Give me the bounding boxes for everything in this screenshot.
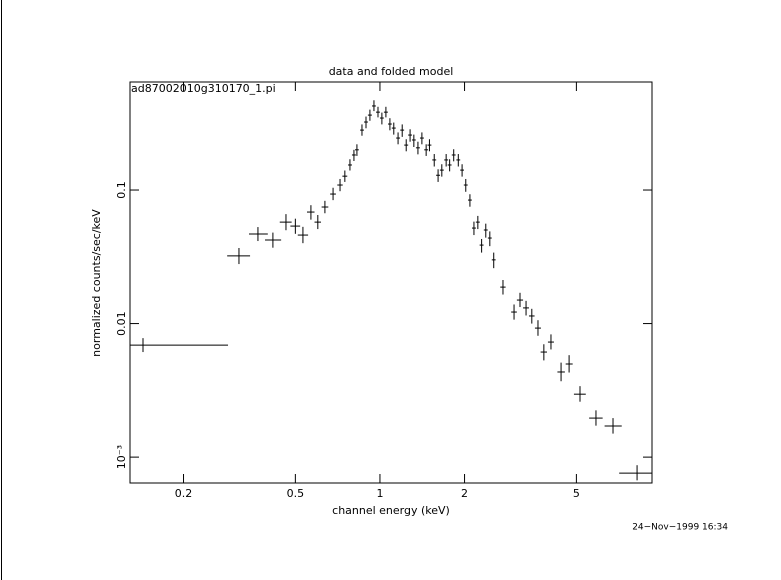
x-tick-label: 0.5 <box>287 487 305 500</box>
chart-title: data and folded model <box>329 65 454 78</box>
x-tick-label: 2 <box>461 487 468 500</box>
y-tick-label: 10⁻³ <box>115 445 128 469</box>
x-tick-label: 0.2 <box>175 487 193 500</box>
x-axis-label: channel energy (keV) <box>332 504 450 517</box>
y-tick-label: 0.1 <box>115 181 128 199</box>
y-axis-label: normalized counts/sec/keV <box>90 209 103 357</box>
x-tick-label: 5 <box>573 487 580 500</box>
plot-frame <box>129 81 653 484</box>
chart-subtitle: ad87002010g310170_1.pi <box>131 82 276 95</box>
x-tick-label: 1 <box>376 487 383 500</box>
y-tick-label: 0.01 <box>115 311 128 336</box>
timestamp: 24−Nov−1999 16:34 <box>632 523 728 533</box>
